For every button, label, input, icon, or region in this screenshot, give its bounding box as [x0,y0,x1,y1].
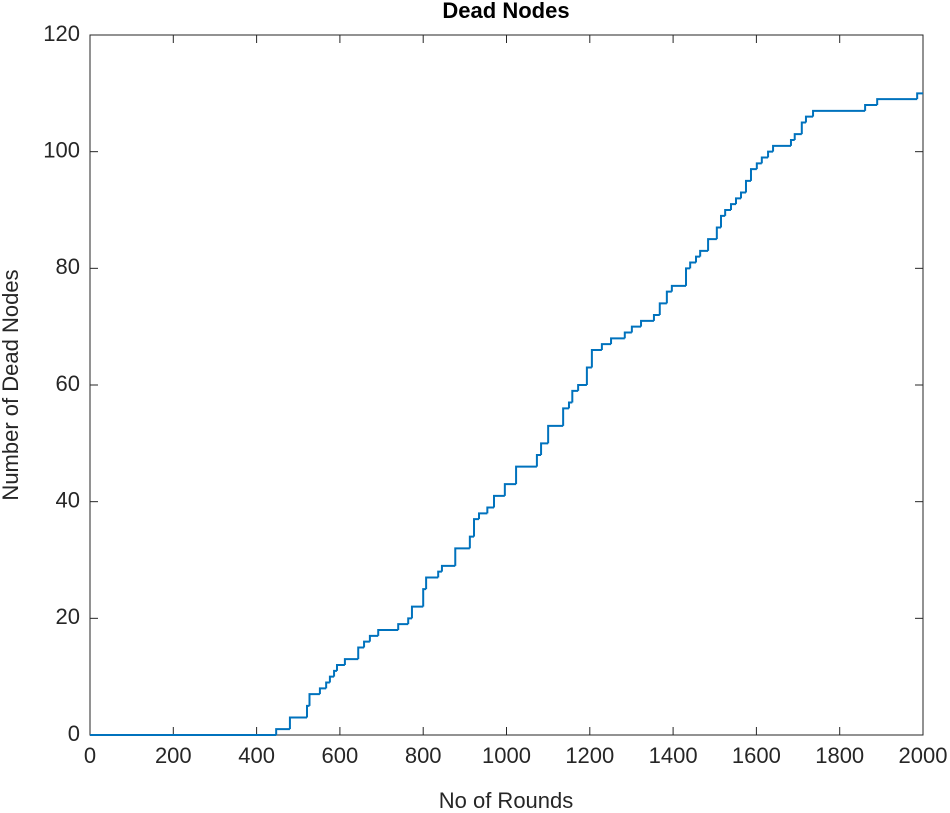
line-step [577,384,587,391]
line-step [422,588,427,607]
line-step [590,349,602,368]
line-step [749,168,757,181]
x-tick-label: 0 [84,743,96,768]
line-step [540,442,549,455]
line-step [715,226,721,240]
line-step [440,564,456,572]
line-step [707,238,717,251]
line-step [288,716,307,730]
line-step [493,494,505,508]
line-step [767,150,774,158]
x-tick-label: 1600 [732,743,781,768]
x-tick-label: 600 [322,743,359,768]
line-step [699,249,709,257]
line-step [812,109,866,117]
line-step [567,401,573,409]
line-step [357,646,365,660]
line-step [397,623,409,630]
line-step [744,179,751,193]
line-step [755,162,762,170]
line-step [640,319,654,327]
line-step [515,465,537,485]
y-tick-label: 120 [43,21,80,46]
line-step [670,284,687,292]
line-step [468,535,475,549]
line-step [454,547,470,566]
line-step [864,104,878,111]
x-axis-label: No of Rounds [439,788,574,813]
line-step [804,115,814,123]
y-tick-label: 0 [68,721,80,746]
line-step [734,197,741,205]
line-step [562,407,569,426]
line-step [623,331,632,339]
line-step [600,343,612,350]
x-tick-label: 400 [238,743,275,768]
line-step [407,617,412,625]
line-step [368,634,379,642]
y-tick-label: 20 [56,604,80,629]
line-step [328,675,335,683]
line-step [658,302,667,315]
line-step [343,658,359,665]
line-step [760,156,769,164]
y-tick-label: 40 [56,487,80,512]
line-step [437,570,442,578]
line-step [772,144,791,152]
line-step [652,314,660,321]
line-step [547,424,564,444]
line-step [363,640,370,648]
y-tick-label: 100 [43,137,80,162]
line-step [800,121,806,135]
x-tick-label: 1000 [482,743,531,768]
line-step [325,681,330,689]
line-step [695,255,701,263]
line-step [789,139,795,146]
x-tick-label: 800 [405,743,442,768]
line-step [275,728,290,735]
line-step [335,664,345,671]
line-step [377,629,399,636]
line-step [318,687,327,695]
line-step [630,325,642,333]
line-step [916,92,923,100]
line-step [739,191,746,199]
x-tick-label: 1200 [565,743,614,768]
x-tick-label: 1800 [815,743,864,768]
x-tick-label: 2000 [899,743,948,768]
line-step [876,98,918,105]
line-step [308,693,320,706]
line-step [410,605,424,619]
x-tick-label: 1400 [649,743,698,768]
line-step [724,209,731,216]
y-tick-label: 80 [56,254,80,279]
line-step [585,366,592,385]
plot-frame [89,34,924,736]
chart-title: Dead Nodes [442,0,569,23]
y-tick-label: 60 [56,371,80,396]
line-step [503,483,517,496]
line-step [689,261,697,269]
line-step [685,267,691,286]
line-step [486,506,495,514]
line-step [729,203,736,210]
x-tick-label: 200 [155,743,192,768]
line-step [665,290,672,304]
y-axis-label: Number of Dead Nodes [0,269,23,500]
line-step [535,454,542,467]
line-step [719,214,726,228]
line-step [571,389,579,403]
line-step [793,133,802,140]
line-step [610,337,625,345]
line-step [478,512,488,520]
line-step [425,576,439,590]
line-step [473,518,480,537]
